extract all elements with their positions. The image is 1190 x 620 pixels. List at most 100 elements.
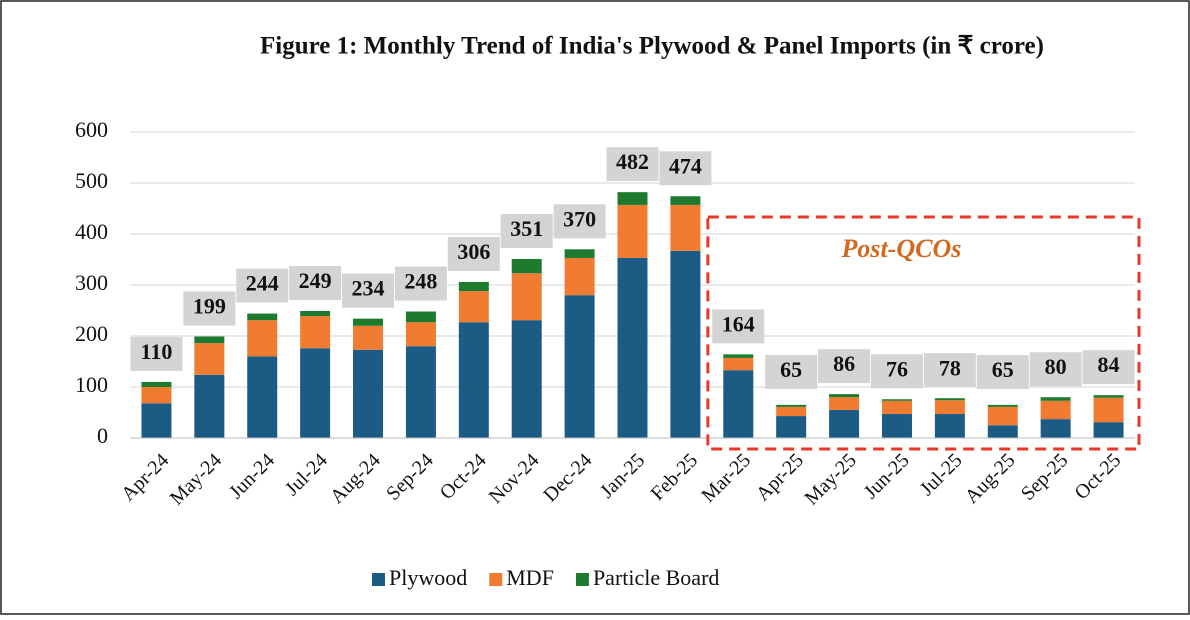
data-label-box	[130, 336, 183, 371]
bar-segment	[405, 346, 436, 438]
bar-segment	[934, 414, 965, 438]
bar-segment	[247, 313, 278, 321]
bar-segment	[141, 403, 172, 438]
bar-segment	[723, 370, 754, 438]
data-label-box	[289, 266, 342, 301]
data-label: 306	[457, 239, 490, 264]
bar-segment	[247, 356, 278, 438]
data-label-box	[236, 268, 289, 303]
bar-segment	[300, 311, 331, 317]
bar-segment	[194, 343, 225, 375]
bar-segment	[1040, 419, 1071, 438]
data-label: 84	[1098, 352, 1120, 377]
data-label-box	[659, 151, 712, 186]
legend-swatch	[575, 573, 589, 586]
data-label: 110	[141, 339, 173, 364]
data-label: 78	[939, 355, 961, 380]
bar-segment	[300, 316, 331, 349]
y-tick-label: 0	[97, 423, 108, 448]
data-label-box	[818, 349, 871, 384]
legend-label: Plywood	[389, 565, 467, 590]
data-label-box	[712, 309, 765, 344]
bar-segment	[300, 348, 331, 438]
data-label-box	[976, 355, 1029, 389]
bar-segment	[934, 398, 965, 401]
data-label-box	[183, 291, 236, 326]
bar-segment	[670, 204, 701, 251]
y-tick-label: 100	[75, 372, 108, 397]
data-label: 86	[833, 351, 855, 376]
bar-segment	[776, 406, 807, 417]
data-label: 351	[510, 216, 543, 241]
bar-segment	[1093, 397, 1124, 423]
bar-segment	[353, 325, 384, 350]
bar-segment	[723, 354, 754, 358]
data-label: 65	[992, 357, 1014, 382]
bar-segment	[987, 425, 1018, 438]
data-label-box	[394, 266, 447, 301]
data-label-box	[606, 147, 659, 182]
bar-segment	[194, 336, 225, 344]
data-label: 248	[404, 269, 437, 294]
y-tick-label: 200	[75, 321, 108, 346]
bar-segment	[458, 322, 489, 438]
bar-segment	[511, 258, 542, 274]
data-label-box	[342, 273, 395, 308]
data-label: 80	[1045, 354, 1067, 379]
data-label-box	[923, 353, 976, 388]
bar-segment	[723, 357, 754, 371]
data-label: 482	[616, 149, 649, 174]
legend-swatch	[489, 573, 503, 586]
bar-segment	[829, 394, 860, 398]
annotation-box	[706, 215, 1141, 451]
bar-segment	[881, 400, 912, 415]
bar-segment	[670, 250, 701, 438]
data-label: 234	[352, 276, 385, 301]
bar-segment	[564, 249, 595, 258]
bar-segment	[617, 192, 648, 205]
data-label: 65	[780, 357, 802, 382]
data-label-box	[870, 354, 923, 389]
bar-segment	[617, 204, 648, 258]
data-label-box	[1082, 350, 1135, 385]
bar-segment	[247, 320, 278, 357]
bar-segment	[829, 409, 860, 438]
data-label: 474	[669, 153, 702, 178]
bar-segment	[564, 257, 595, 296]
chart-title: Figure 1: Monthly Trend of India's Plywo…	[260, 33, 1044, 60]
bar-segment	[670, 196, 701, 205]
bar-segment	[776, 404, 807, 407]
data-label-box	[553, 204, 606, 239]
bar-segment	[564, 295, 595, 438]
legend-label: Particle Board	[593, 565, 719, 590]
data-label-box	[765, 355, 818, 389]
bar-segment	[511, 320, 542, 438]
bar-segment	[1040, 400, 1071, 420]
bar-segment	[458, 281, 489, 292]
bar-segment	[511, 273, 542, 321]
data-label: 76	[886, 356, 908, 381]
data-label-box	[500, 213, 553, 248]
bar-segment	[1093, 395, 1124, 398]
bar-segment	[405, 311, 436, 323]
bar-segment	[353, 349, 384, 438]
bar-segment	[987, 404, 1018, 407]
data-label: 370	[563, 206, 596, 231]
data-label-box	[447, 236, 500, 271]
bar-segment	[829, 397, 860, 410]
bar-segment	[353, 318, 384, 326]
data-label: 244	[246, 271, 279, 296]
data-label: 199	[193, 294, 226, 319]
y-tick-label: 600	[75, 117, 108, 142]
legend-swatch	[372, 573, 385, 586]
data-label: 249	[299, 268, 332, 293]
y-tick-label: 500	[75, 168, 108, 193]
bar-segment	[141, 387, 172, 404]
bar-segment	[194, 374, 225, 438]
bar-segment	[1093, 422, 1124, 438]
legend-label: MDF	[506, 565, 554, 590]
bar-segment	[141, 381, 172, 387]
bar-segment	[776, 416, 807, 438]
